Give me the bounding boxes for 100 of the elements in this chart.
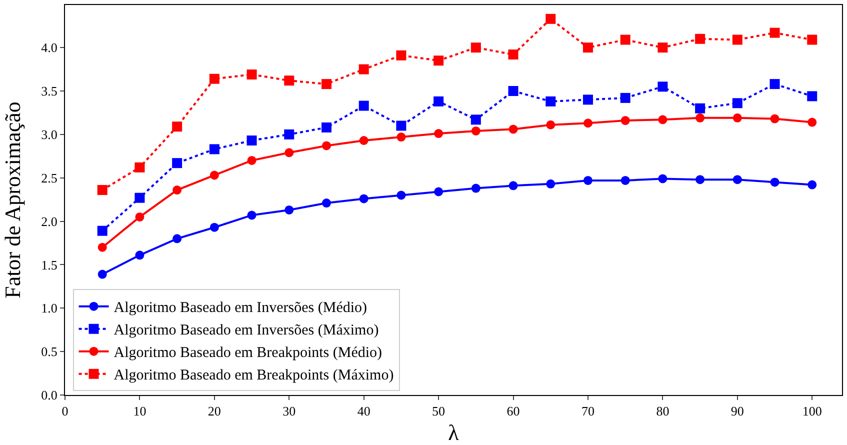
- point: [396, 190, 406, 200]
- point: [770, 114, 780, 124]
- point: [97, 226, 108, 236]
- point: [696, 175, 705, 184]
- point: [172, 186, 182, 195]
- point: [434, 56, 444, 66]
- x-tick-label: 40: [357, 404, 370, 419]
- point: [770, 79, 780, 90]
- y-tick-label: 2.5: [41, 170, 58, 186]
- point: [583, 118, 592, 128]
- x-tick-label: 0: [62, 404, 68, 419]
- point: [732, 113, 742, 122]
- point: [434, 96, 444, 106]
- point: [396, 132, 406, 142]
- x-tick-label: 70: [581, 404, 594, 419]
- legend-label: Algoritmo Baseado em Breakpoints (Médio): [114, 345, 382, 362]
- point: [620, 116, 630, 126]
- point: [321, 122, 332, 132]
- point: [209, 144, 220, 154]
- point: [396, 50, 406, 60]
- point: [210, 222, 219, 232]
- legend-label: Algoritmo Baseado em Breakpoints (Máximo): [114, 368, 394, 384]
- point: [284, 205, 294, 214]
- point: [359, 136, 368, 145]
- point: [732, 98, 742, 108]
- point: [546, 179, 556, 188]
- point: [808, 118, 817, 127]
- point: [358, 64, 369, 74]
- point: [322, 141, 331, 150]
- point: [359, 194, 368, 204]
- point: [434, 187, 444, 196]
- point: [583, 176, 592, 185]
- y-tick-label: 3.5: [41, 84, 58, 99]
- point: [246, 69, 257, 80]
- point: [620, 34, 630, 45]
- point: [546, 96, 556, 106]
- point: [508, 50, 518, 60]
- x-tick-label: 30: [282, 404, 296, 419]
- point: [134, 162, 145, 172]
- point: [322, 198, 331, 208]
- point: [620, 176, 630, 185]
- point: [546, 14, 556, 24]
- point: [134, 192, 145, 203]
- y-tick-label: 0.5: [41, 344, 58, 360]
- point: [284, 129, 294, 140]
- point: [546, 120, 556, 130]
- point: [98, 270, 107, 279]
- point: [508, 86, 518, 96]
- point: [807, 34, 818, 45]
- x-tick-label: 10: [133, 404, 146, 419]
- y-tick-label: 4.0: [41, 40, 58, 56]
- point: [696, 113, 705, 122]
- point: [470, 114, 481, 125]
- point: [247, 156, 256, 165]
- point: [135, 212, 144, 222]
- point: [321, 79, 332, 90]
- point: [658, 115, 668, 124]
- x-tick-label: 80: [656, 404, 670, 419]
- point: [658, 174, 668, 184]
- legend-label: Algoritmo Baseado em Inversões (Médio): [114, 300, 368, 316]
- point: [172, 158, 182, 168]
- point: [98, 242, 107, 252]
- x-tick-label: 90: [730, 404, 744, 419]
- y-tick-label: 0.0: [41, 388, 58, 403]
- point: [658, 82, 668, 92]
- point: [508, 181, 518, 190]
- point: [770, 28, 780, 38]
- point: [209, 74, 220, 84]
- point: [471, 184, 480, 193]
- point: [135, 250, 144, 260]
- point: [582, 94, 593, 105]
- point: [732, 175, 742, 184]
- y-tick-label: 1.0: [41, 300, 58, 316]
- point: [471, 126, 480, 136]
- point: [246, 136, 257, 146]
- legend-label: Algoritmo Baseado em Inversões (Máximo): [114, 322, 379, 339]
- x-axis-title: λ: [448, 420, 460, 445]
- point: [97, 185, 108, 196]
- point: [358, 100, 369, 111]
- y-axis-title: Fator de Aproximação: [0, 102, 25, 298]
- point: [808, 180, 817, 190]
- point: [434, 129, 444, 138]
- y-tick-label: 1.5: [41, 257, 58, 272]
- point: [470, 42, 481, 53]
- point: [807, 91, 818, 102]
- point: [172, 122, 182, 132]
- point: [284, 76, 294, 86]
- point: [508, 124, 518, 134]
- point: [172, 234, 182, 244]
- x-tick-label: 100: [802, 404, 822, 419]
- point: [695, 103, 706, 114]
- point: [620, 92, 630, 103]
- point: [658, 42, 668, 53]
- point: [247, 210, 256, 220]
- point: [396, 120, 406, 131]
- point: [770, 178, 780, 187]
- point: [284, 148, 294, 158]
- x-tick-label: 20: [208, 404, 221, 419]
- point: [582, 42, 593, 53]
- point: [732, 34, 742, 45]
